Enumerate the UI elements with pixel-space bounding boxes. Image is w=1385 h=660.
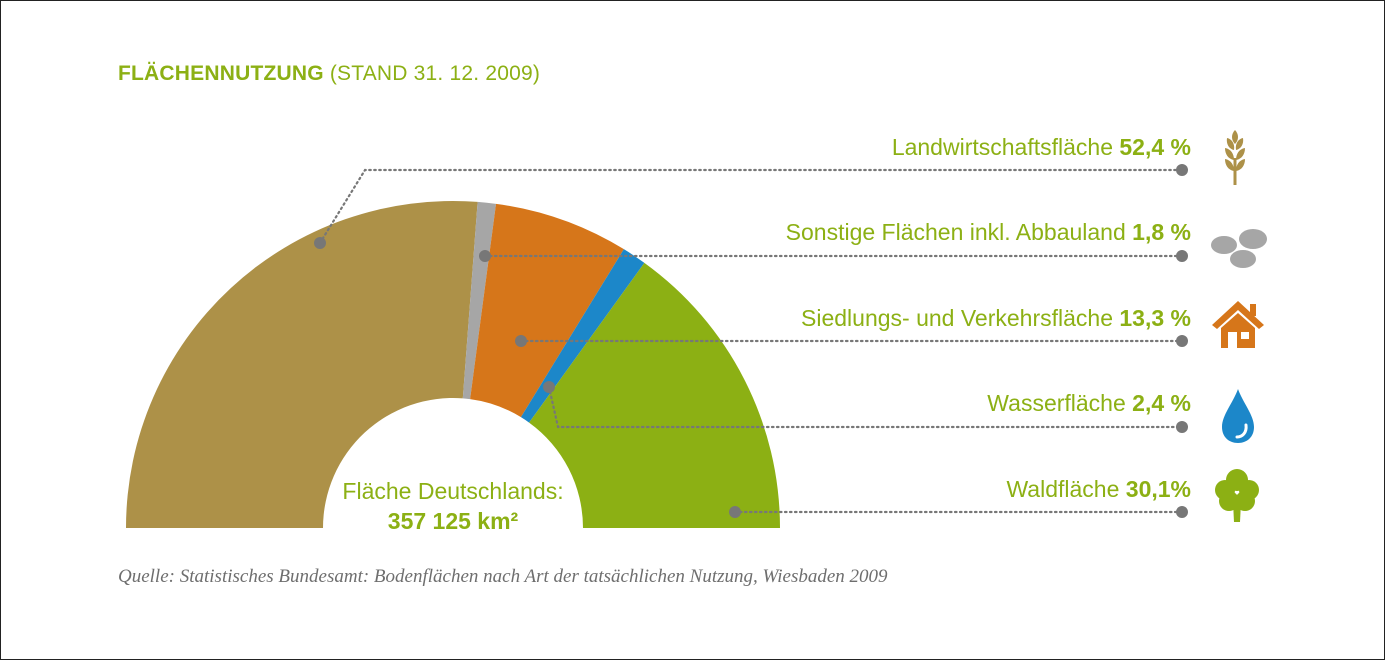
legend-dot-1 — [1176, 250, 1188, 262]
legend-value: 30,1% — [1125, 476, 1191, 502]
legend-name: Sonstige Flächen inkl. Abbauland — [785, 219, 1126, 245]
legend-label-siedlung: Siedlungs- und Verkehrsfläche 13,3 % — [801, 305, 1191, 332]
legend-label-wasser: Wasserfläche 2,4 % — [987, 390, 1191, 417]
legend-dot-0 — [1176, 164, 1188, 176]
slice-0 — [126, 200, 478, 528]
legend-label-wald: Waldfläche 30,1% — [1006, 476, 1191, 503]
stones-icon — [1209, 226, 1269, 270]
house-icon — [1209, 298, 1267, 350]
wheat-icon — [1213, 128, 1257, 186]
legend-name: Wasserfläche — [987, 390, 1126, 416]
slice-anchor-dot-0 — [314, 237, 326, 249]
slice-anchor-dot-3 — [543, 381, 555, 393]
legend-name: Siedlungs- und Verkehrsfläche — [801, 305, 1113, 331]
slice-anchor-dot-4 — [729, 506, 741, 518]
tree-icon — [1212, 466, 1262, 524]
slice-anchor-dot-2 — [515, 335, 527, 347]
legend-name: Landwirtschaftsfläche — [891, 134, 1113, 160]
legend-dot-3 — [1176, 421, 1188, 433]
legend-label-sonstige: Sonstige Flächen inkl. Abbauland 1,8 % — [786, 219, 1191, 246]
slice-2 — [470, 203, 624, 418]
slice-4 — [529, 262, 780, 528]
chart-title-bold: FLÄCHENNUTZUNG — [118, 62, 324, 85]
legend-value: 1,8 % — [1132, 219, 1191, 245]
legend-value: 52,4 % — [1119, 134, 1191, 160]
legend-dot-4 — [1176, 506, 1188, 518]
chart-title: FLÄCHENNUTZUNG (STAND 31. 12. 2009) — [118, 62, 540, 86]
slice-3 — [520, 249, 645, 423]
leader-line-3 — [547, 385, 1184, 429]
legend-dot-2 — [1176, 335, 1188, 347]
legend-label-landwirtschaft: Landwirtschaftsfläche 52,4 % — [892, 134, 1191, 161]
legend-name: Waldfläche — [1006, 476, 1120, 502]
legend-value: 13,3 % — [1119, 305, 1191, 331]
leader-line-0 — [318, 168, 1184, 245]
slice-anchor-dot-1 — [479, 250, 491, 262]
chart-title-rest: (STAND 31. 12. 2009) — [329, 62, 541, 85]
water-drop-icon — [1219, 387, 1257, 445]
center-value: 357 125 km² — [387, 508, 519, 534]
center-label: Fläche Deutschlands: — [342, 478, 564, 504]
source-note: Quelle: Statistisches Bundesamt: Bodenfl… — [118, 566, 888, 587]
legend-value: 2,4 % — [1132, 390, 1191, 416]
